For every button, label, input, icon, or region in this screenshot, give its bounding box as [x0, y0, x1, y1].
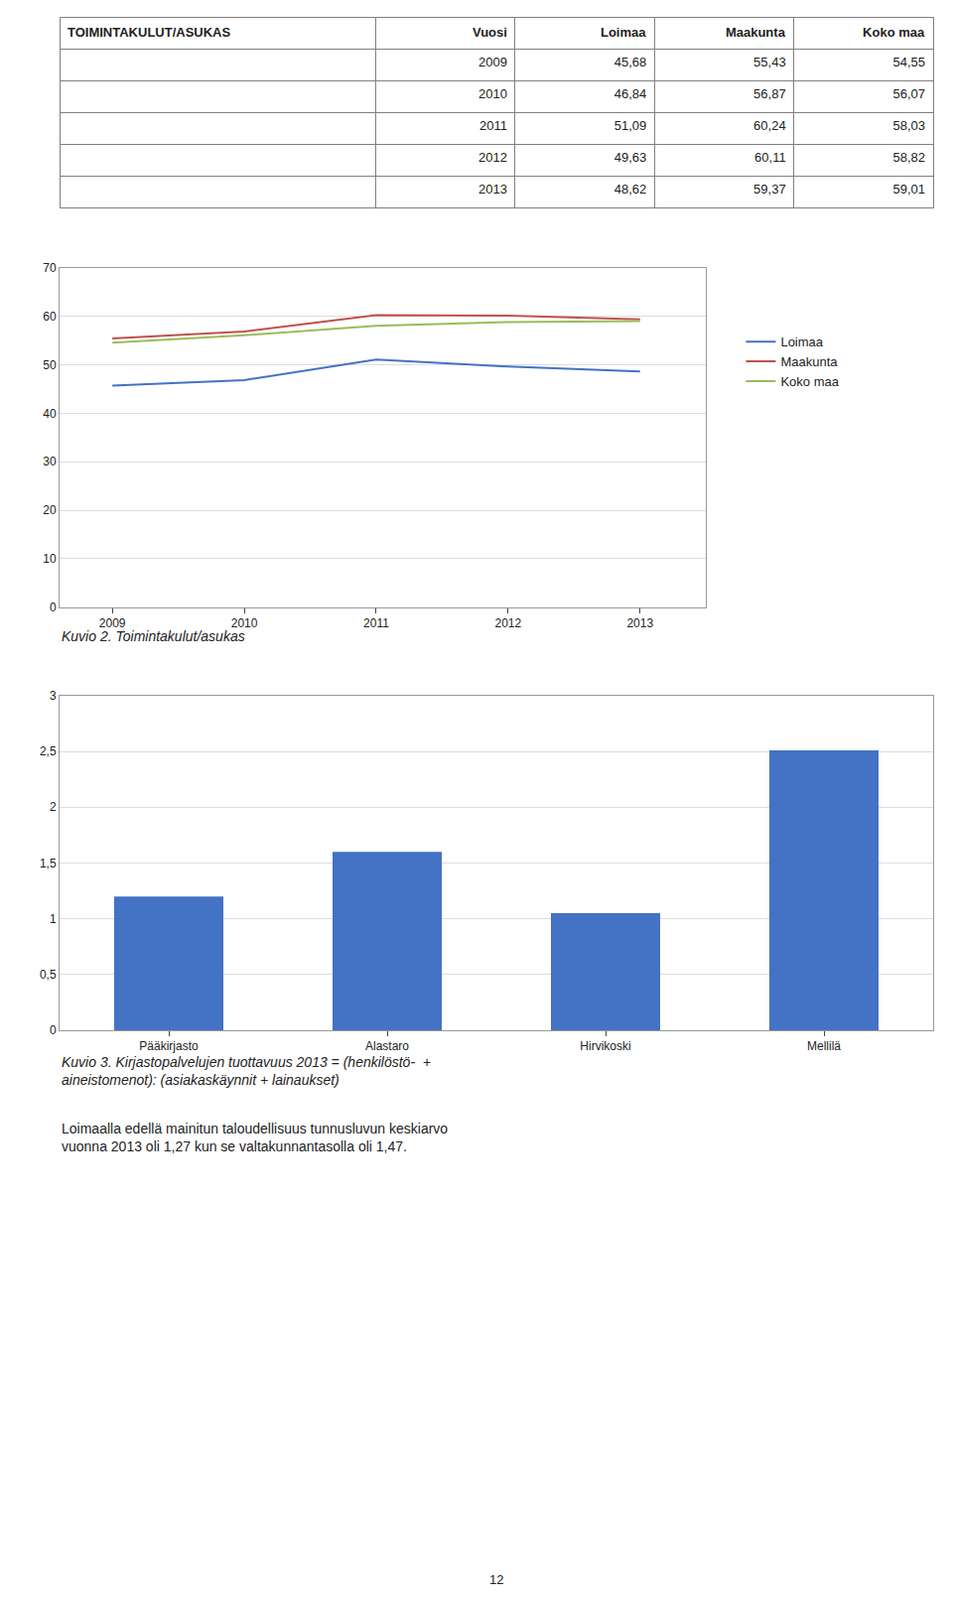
svg-text:2011: 2011 — [363, 616, 390, 631]
svg-text:51,09: 51,09 — [614, 118, 648, 134]
svg-text:30: 30 — [42, 454, 57, 469]
svg-text:3: 3 — [49, 688, 57, 703]
svg-text:48,62: 48,62 — [614, 181, 648, 197]
svg-text:60,24: 60,24 — [753, 118, 787, 134]
svg-text:Loimaa: Loimaa — [780, 334, 823, 350]
svg-text:2: 2 — [49, 800, 57, 815]
svg-text:12: 12 — [489, 1572, 504, 1588]
svg-text:60,11: 60,11 — [754, 149, 787, 165]
svg-text:2009: 2009 — [99, 616, 127, 631]
svg-text:Mellilä: Mellilä — [807, 1039, 841, 1054]
svg-text:59,01: 59,01 — [892, 181, 926, 197]
svg-text:2012: 2012 — [494, 616, 522, 631]
svg-text:45,68: 45,68 — [614, 54, 648, 70]
svg-text:2011: 2011 — [479, 118, 508, 134]
svg-text:70: 70 — [42, 261, 57, 275]
svg-text:Pääkirjasto: Pääkirjasto — [138, 1039, 199, 1054]
svg-text:46,84: 46,84 — [614, 86, 648, 102]
svg-text:Maakunta: Maakunta — [725, 24, 787, 40]
svg-text:Koko maa: Koko maa — [780, 374, 839, 390]
svg-text:2012: 2012 — [478, 149, 508, 165]
svg-text:0,5: 0,5 — [39, 967, 57, 982]
svg-text:2009: 2009 — [478, 54, 508, 70]
svg-text:2,5: 2,5 — [39, 744, 57, 759]
svg-text:Hirvikoski: Hirvikoski — [579, 1039, 631, 1054]
svg-text:2013: 2013 — [626, 616, 654, 631]
svg-text:0: 0 — [49, 1023, 57, 1038]
svg-text:10: 10 — [42, 551, 57, 566]
svg-text:56,07: 56,07 — [892, 86, 926, 102]
svg-text:Vuosi: Vuosi — [472, 24, 508, 40]
svg-text:54,55: 54,55 — [892, 54, 926, 70]
svg-text:Loimaalla edellä mainitun talo: Loimaalla edellä mainitun taloudellisuus… — [61, 1120, 448, 1155]
svg-text:40: 40 — [42, 407, 57, 421]
svg-text:1: 1 — [49, 912, 57, 927]
svg-text:Loimaa: Loimaa — [600, 24, 647, 40]
svg-text:2010: 2010 — [478, 86, 508, 102]
svg-text:49,63: 49,63 — [614, 149, 648, 165]
svg-text:58,03: 58,03 — [892, 118, 926, 134]
svg-text:1,5: 1,5 — [39, 856, 57, 871]
svg-text:59,37: 59,37 — [753, 181, 787, 197]
svg-text:Kuvio 3. Kirjastopalvelujen tu: Kuvio 3. Kirjastopalvelujen tuottavuus 2… — [61, 1054, 431, 1089]
svg-text:55,43: 55,43 — [753, 54, 787, 70]
svg-text:58,82: 58,82 — [892, 149, 926, 165]
svg-text:2010: 2010 — [231, 616, 259, 631]
svg-text:50: 50 — [42, 358, 57, 373]
svg-text:60: 60 — [42, 309, 57, 324]
svg-text:Koko maa: Koko maa — [862, 24, 926, 40]
svg-text:Alastaro: Alastaro — [365, 1039, 409, 1054]
svg-text:20: 20 — [42, 503, 57, 518]
svg-text:TOIMINTAKULUT/ASUKAS: TOIMINTAKULUT/ASUKAS — [67, 24, 232, 40]
svg-text:Kuvio 2. Toimintakulut/asukas: Kuvio 2. Toimintakulut/asukas — [61, 628, 246, 645]
svg-text:2013: 2013 — [478, 181, 508, 197]
svg-text:Maakunta: Maakunta — [780, 354, 838, 370]
svg-text:56,87: 56,87 — [753, 86, 787, 102]
svg-text:0: 0 — [49, 600, 57, 615]
